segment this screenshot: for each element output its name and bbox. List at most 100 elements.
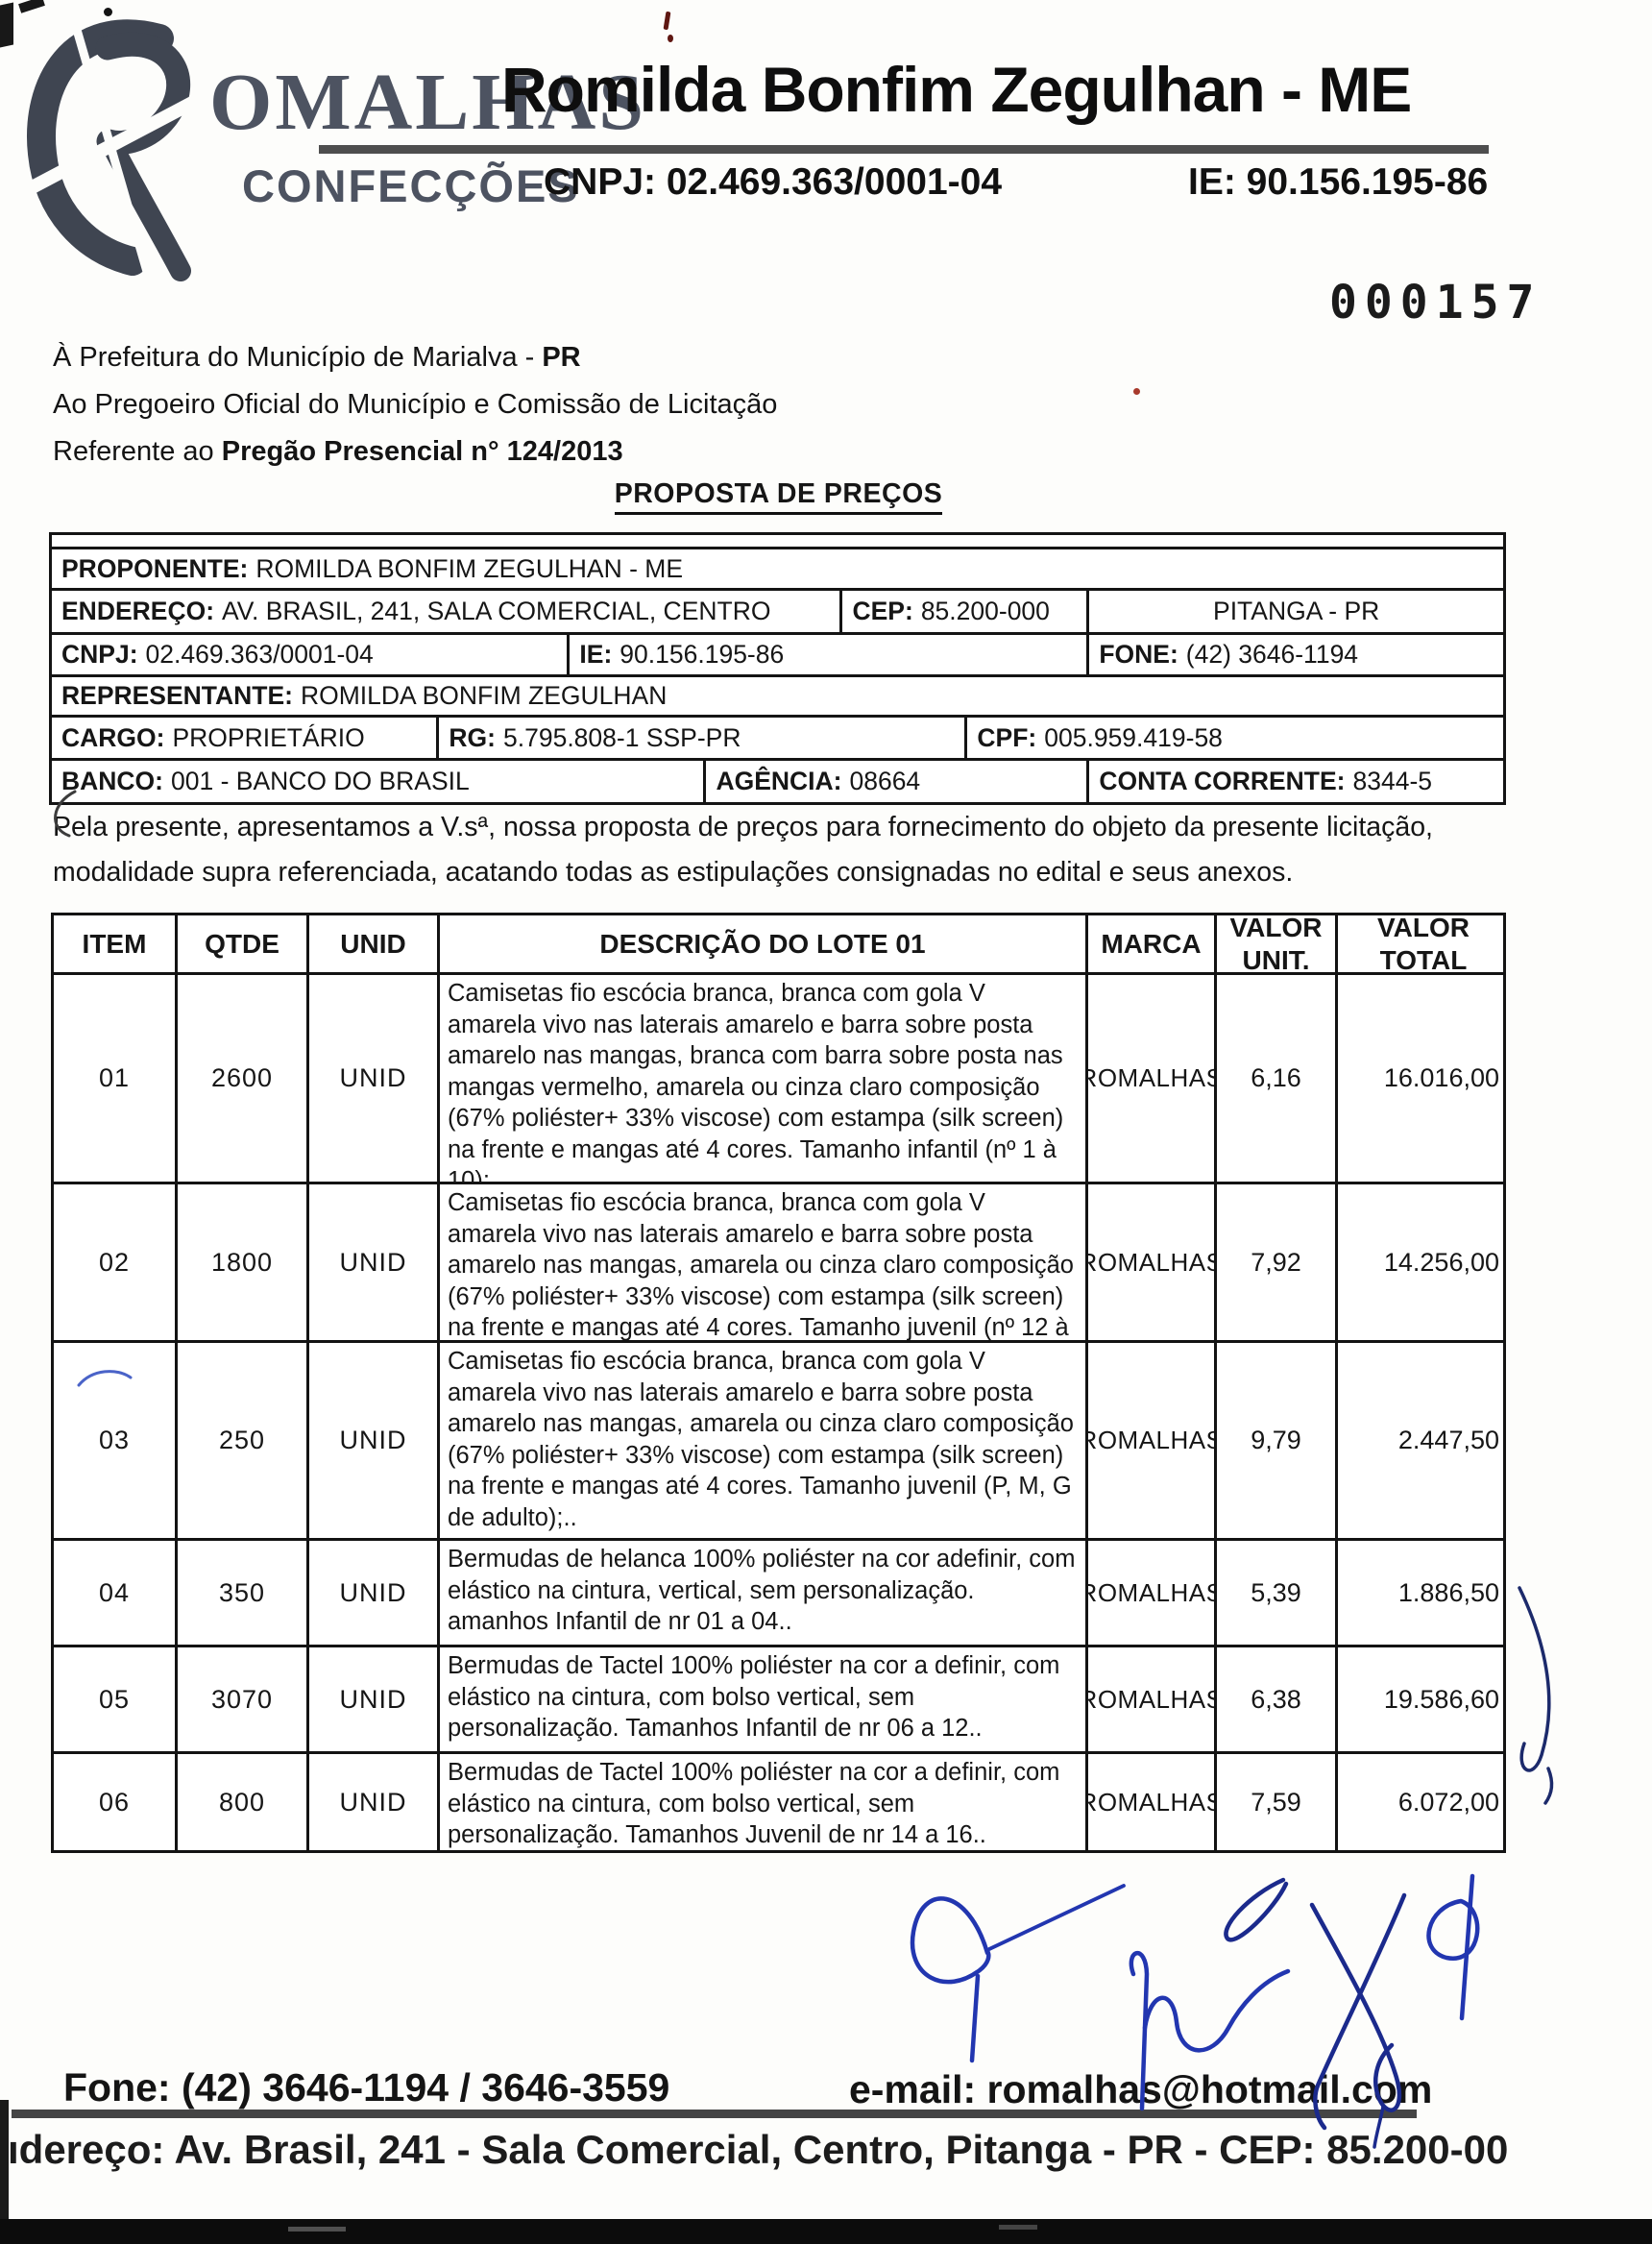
proponent-row-1: ENDEREÇO: AV. BRASIL, 241, SALA COMERCIAL… <box>52 591 1503 635</box>
item-05-desc: Bermudas de Tactel 100% poliéster na cor… <box>440 1647 1088 1751</box>
item-06-qtde: 800 <box>178 1754 309 1850</box>
item-04-item: 04 <box>54 1541 178 1645</box>
pen-stroke-right-margin <box>1518 1586 1554 1805</box>
field-fone-label: FONE: <box>1099 640 1178 669</box>
item-03-unid: UNID <box>309 1343 440 1538</box>
field-agencia-value: 08664 <box>849 767 921 795</box>
item-02-marca: ROMALHAS <box>1088 1184 1217 1340</box>
document-title-wrap: PROPOSTA DE PREÇOS <box>51 478 1506 515</box>
field-agencia-label: AGÊNCIA: <box>716 767 842 795</box>
field-representante: REPRESENTANTE: ROMILDA BONFIM ZEGULHAN <box>52 677 1503 715</box>
items-header-desc: DESCRIÇÃO DO LOTE 01 <box>440 915 1088 972</box>
recipient-line-3: Referente ao Pregão Presencial n° 124/20… <box>53 428 777 476</box>
field-cep: CEP: 85.200-000 <box>842 591 1090 632</box>
proponent-row-5: BANCO: 001 - BANCO DO BRASIL AGÊNCIA: 08664… <box>52 761 1503 802</box>
field-endereco: ENDEREÇO: AV. BRASIL, 241, SALA COMERCIAL… <box>52 591 843 632</box>
field-ie: IE: 90.156.195-86 <box>570 635 1090 674</box>
item-02-item: 02 <box>54 1184 178 1340</box>
item-04-qtde: 350 <box>178 1541 309 1645</box>
header-divider <box>319 145 1489 154</box>
items-header-total: VALOR TOTAL <box>1377 915 1470 972</box>
item-01-item: 01 <box>54 975 178 1182</box>
field-banco: BANCO: 001 - BANCO DO BRASIL <box>52 761 707 802</box>
logo-subtitle: CONFECÇÕES <box>242 160 580 211</box>
items-table: ITEM QTDE UNID DESCRIÇÃO DO LOTE 01 MARCA VAL… <box>51 913 1506 1853</box>
field-endereco-label: ENDEREÇO: <box>61 597 215 625</box>
proponent-table-top-strip <box>52 535 1503 549</box>
field-cargo-value: PROPRIETÁRIO <box>172 722 365 752</box>
company-ie: IE: 90.156.195-86 <box>1188 161 1489 203</box>
scan-edge-bottom-glint-2 <box>999 2225 1037 2230</box>
field-cpf-label: CPF: <box>977 722 1037 752</box>
field-fone: FONE: (42) 3646-1194 <box>1089 635 1503 674</box>
field-cidade: PITANGA - PR <box>1089 591 1503 632</box>
item-06-total: 6.072,00 <box>1397 1787 1499 1817</box>
item-06-unit: 7,59 <box>1217 1754 1338 1850</box>
items-header-item: ITEM <box>54 915 178 972</box>
item-02-desc: Camisetas fio escócia branca, branca com… <box>440 1184 1088 1340</box>
item-01-desc: Camisetas fio escócia branca, branca com… <box>440 975 1088 1182</box>
recipient-line-1-bold: PR <box>542 342 581 373</box>
item-01-marca: ROMALHAS <box>1088 975 1217 1182</box>
field-fone-value: (42) 3646-1194 <box>1185 640 1359 669</box>
page-stamp-number: 000157 <box>1329 276 1543 329</box>
item-05-item: 05 <box>54 1647 178 1751</box>
item-01-unit: 6,16 <box>1217 975 1338 1182</box>
scan-artifact-red-dot <box>1133 388 1140 395</box>
recipient-line-3-bold: Pregão Presencial n° 124/2013 <box>221 436 623 467</box>
field-agencia: AGÊNCIA: 08664 <box>706 761 1090 802</box>
footer-divider <box>12 2110 1417 2118</box>
field-proponente-value: ROMILDA BONFIM ZEGULHAN - ME <box>255 553 684 583</box>
recipient-line-1-text: À Prefeitura do Município de Marialva - <box>53 342 543 373</box>
recipient-line-1: À Prefeitura do Município de Marialva - … <box>53 334 777 381</box>
items-row-03: 03 250 UNID Camisetas fio escócia branca, b… <box>54 1343 1503 1541</box>
scan-edge-bottom-strip <box>0 2219 1652 2244</box>
field-cnpj-label: CNPJ: <box>61 640 138 669</box>
field-cnpj: CNPJ: 02.469.363/0001-04 <box>52 635 571 674</box>
field-banco-value: 001 - BANCO DO BRASIL <box>171 767 470 795</box>
proponent-row-2: CNPJ: 02.469.363/0001-04 IE: 90.156.195-86 F… <box>52 635 1503 677</box>
proponent-row-4: CARGO: PROPRIETÁRIO RG: 5.795.808-1 SSP-PR C… <box>52 718 1503 761</box>
item-01-total: 16.016,00 <box>1383 1063 1499 1092</box>
item-02-unid: UNID <box>309 1184 440 1340</box>
item-05-unid: UNID <box>309 1647 440 1751</box>
document-title: PROPOSTA DE PREÇOS <box>614 478 943 515</box>
item-03-item: 03 <box>54 1343 178 1538</box>
item-03-total: 2.447,50 <box>1397 1426 1499 1454</box>
field-cargo: CARGO: PROPRIETÁRIO <box>52 718 440 758</box>
item-06-marca: ROMALHAS <box>1088 1754 1217 1850</box>
intro-paragraph: Pela presente, apresentamos a V.sª, noss… <box>53 812 1433 888</box>
item-05-total: 19.586,60 <box>1383 1684 1499 1714</box>
scan-edge-bottom-glint-1 <box>288 2227 346 2232</box>
scan-artifact-top-mark <box>663 11 671 31</box>
item-06-unid: UNID <box>309 1754 440 1850</box>
item-02-qtde: 1800 <box>178 1184 309 1340</box>
item-06-item: 06 <box>54 1754 178 1850</box>
scan-artifact-top-mark-dot <box>668 35 673 42</box>
field-rg: RG: 5.795.808-1 SSP-PR <box>439 718 968 758</box>
item-04-unid: UNID <box>309 1541 440 1645</box>
items-header-unid: UNID <box>309 915 440 972</box>
item-05-unit: 6,38 <box>1217 1647 1338 1751</box>
romalhas-logo-icon <box>19 19 216 290</box>
company-name: Romilda Bonfim Zegulhan - ME <box>501 54 1412 125</box>
items-row-05: 05 3070 UNID Bermudas de Tactel 100% poliés… <box>54 1647 1503 1754</box>
field-conta-corrente-label: CONTA CORRENTE: <box>1099 767 1346 795</box>
item-03-marca: ROMALHAS <box>1088 1343 1217 1538</box>
item-01-unid: UNID <box>309 975 440 1182</box>
pen-curl-left <box>54 790 77 838</box>
scan-edge-left-bar <box>0 2100 9 2223</box>
item-02-unit: 7,92 <box>1217 1184 1338 1340</box>
field-representante-label: REPRESENTANTE: <box>61 681 293 710</box>
company-cnpj: CNPJ: 02.469.363/0001-04 <box>544 161 1003 203</box>
pen-arc-item03 <box>77 1370 133 1387</box>
items-header-qtde: QTDE <box>178 915 309 972</box>
items-table-header: ITEM QTDE UNID DESCRIÇÃO DO LOTE 01 MARCA VAL… <box>54 915 1503 975</box>
item-03-unit: 9,79 <box>1217 1343 1338 1538</box>
field-rg-label: RG: <box>449 722 496 752</box>
field-rg-value: 5.795.808-1 SSP-PR <box>503 722 741 752</box>
footer-phone: Fone: (42) 3646-1194 / 3646-3559 <box>63 2065 670 2110</box>
recipient-line-2: Ao Pregoeiro Oficial do Município e Comi… <box>53 381 777 428</box>
item-04-marca: ROMALHAS <box>1088 1541 1217 1645</box>
